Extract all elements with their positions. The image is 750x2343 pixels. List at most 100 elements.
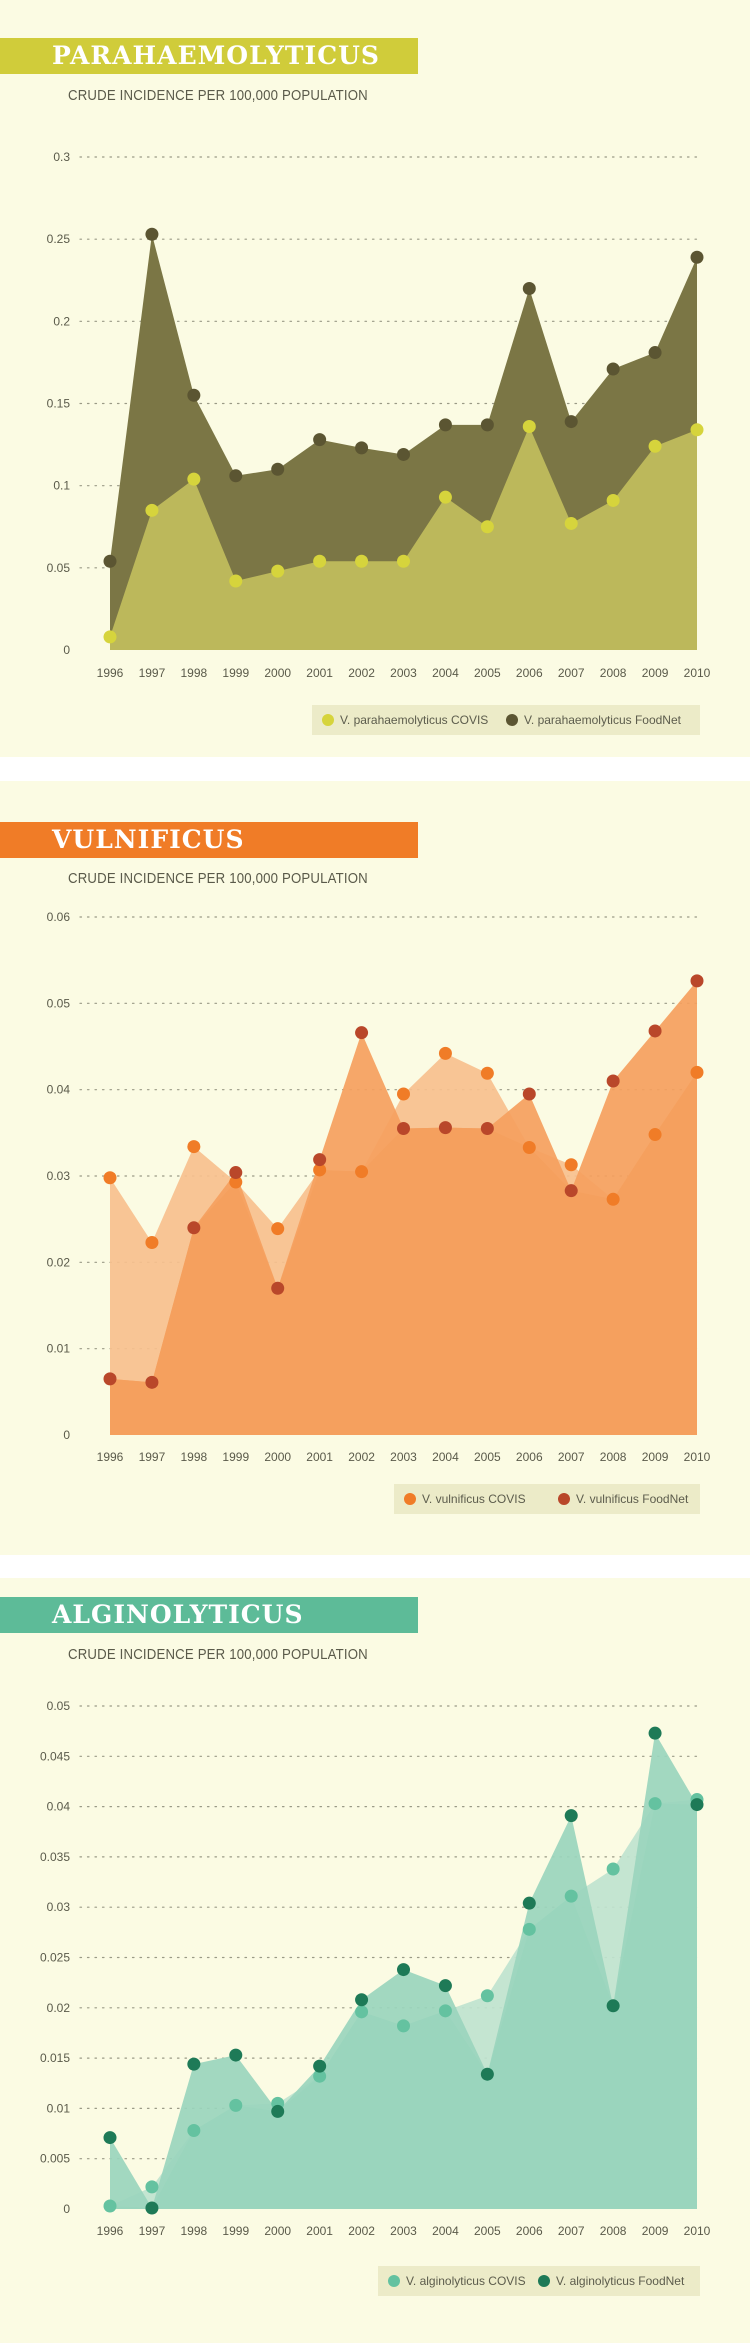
data-point-foodnet (648, 1726, 662, 1740)
chart-subtitle: CRUDE INCIDENCE PER 100,000 POPULATION (68, 1646, 368, 1663)
data-point-covis (438, 1046, 452, 1060)
data-point-foodnet (397, 447, 410, 461)
legend-item-foodnet: V. alginolyticus FoodNet (538, 2274, 684, 2288)
data-point-foodnet (606, 1074, 620, 1088)
legend-dot-icon (388, 2274, 400, 2287)
data-point-covis (313, 2069, 327, 2083)
legend: V. parahaemolyticus COVIS V. parahaemoly… (312, 705, 700, 735)
data-point-foodnet (229, 2048, 243, 2062)
x-tick-label: 2001 (306, 666, 333, 680)
y-tick-label: 0.05 (47, 561, 71, 575)
data-point-covis (606, 1192, 620, 1206)
chart-title: VULNIFICUS (52, 825, 245, 854)
chart-parahaemolyticus: 0 0.05 0.1 0.15 0.2 0.25 0.3 1996 1997 1998 1999 20… (47, 150, 711, 680)
data-point-foodnet (564, 1809, 578, 1823)
data-point-foodnet (397, 1963, 410, 1977)
data-point-covis (229, 574, 243, 588)
x-tick-label: 2006 (516, 1450, 543, 1464)
legend-label: V. alginolyticus COVIS (406, 2274, 526, 2288)
chart-title: PARAHAEMOLYTICUS (52, 41, 380, 70)
x-tick-label: 1997 (139, 1450, 166, 1464)
data-point-foodnet (103, 1372, 117, 1386)
y-tick-label: 0 (63, 643, 70, 657)
data-point-foodnet (187, 2057, 201, 2071)
data-point-foodnet (648, 1024, 662, 1038)
y-tick-label: 0.015 (40, 2051, 70, 2065)
data-point-covis (271, 564, 285, 578)
legend-dot-icon (558, 1492, 570, 1505)
data-point-foodnet (564, 415, 578, 429)
data-point-covis (438, 490, 452, 504)
data-point-foodnet (103, 554, 117, 568)
data-point-foodnet (648, 346, 662, 360)
data-point-covis (606, 493, 620, 507)
x-tick-label: 1998 (181, 1450, 208, 1464)
x-tick-label: 2009 (642, 2224, 669, 2238)
legend-label: V. vulnificus FoodNet (576, 1492, 689, 1506)
x-tick-label: 1996 (97, 1450, 124, 1464)
data-point-covis (313, 554, 327, 568)
x-tick-label: 2000 (264, 666, 291, 680)
x-tick-label: 1998 (181, 666, 208, 680)
data-point-covis (355, 1165, 369, 1179)
y-tick-label: 0.15 (47, 397, 71, 411)
legend-item-covis: V. alginolyticus COVIS (388, 2274, 526, 2288)
data-point-covis (606, 1862, 620, 1876)
data-point-foodnet (355, 1993, 369, 2007)
title-banner: VULNIFICUS (0, 822, 418, 858)
y-tick-label: 0.035 (40, 1850, 70, 1864)
data-point-foodnet (690, 974, 704, 988)
y-tick-label: 0.1 (53, 479, 70, 493)
y-tick-label: 0.03 (47, 1900, 71, 1914)
x-tick-label: 2007 (558, 1450, 585, 1464)
data-point-foodnet (187, 388, 201, 402)
data-point-foodnet (522, 1896, 536, 1910)
data-point-foodnet (313, 433, 327, 447)
x-tick-label: 1996 (97, 666, 124, 680)
x-tick-label: 2010 (684, 1450, 711, 1464)
data-point-foodnet (606, 1999, 620, 2013)
legend-item-covis: V. parahaemolyticus COVIS (322, 713, 488, 727)
y-tick-label: 0.04 (47, 1083, 71, 1097)
data-point-covis (564, 516, 578, 530)
panel-parahaemolyticus: PARAHAEMOLYTICUS CRUDE INCIDENCE PER 100… (0, 0, 750, 757)
x-tick-label: 2005 (474, 1450, 501, 1464)
data-point-foodnet (690, 1798, 704, 1812)
x-tick-label: 2009 (642, 1450, 669, 1464)
y-tick-label: 0.05 (47, 996, 71, 1010)
x-tick-label: 2007 (558, 666, 585, 680)
data-point-covis (648, 439, 662, 453)
x-tick-label: 2008 (600, 666, 627, 680)
data-point-foodnet (606, 362, 620, 376)
data-point-foodnet (690, 250, 704, 264)
data-point-foodnet (564, 1184, 578, 1198)
data-point-covis (313, 1163, 327, 1177)
data-point-covis (103, 630, 117, 644)
chart-subtitle: CRUDE INCIDENCE PER 100,000 POPULATION (68, 87, 368, 104)
y-tick-label: 0.01 (47, 2101, 71, 2115)
legend-dot-icon (506, 713, 518, 726)
panel-vulnificus: VULNIFICUS CRUDE INCIDENCE PER 100,000 P… (0, 781, 750, 1555)
x-tick-label: 1999 (222, 1450, 249, 1464)
data-point-covis (103, 1171, 117, 1185)
x-tick-label: 2001 (306, 1450, 333, 1464)
y-tick-label: 0.3 (53, 150, 70, 164)
data-point-covis (480, 520, 494, 534)
x-tick-label: 2006 (516, 666, 543, 680)
legend-label: V. parahaemolyticus COVIS (340, 713, 489, 727)
x-tick-label: 2003 (390, 1450, 417, 1464)
x-tick-label: 2004 (432, 2224, 459, 2238)
data-point-foodnet (355, 1026, 369, 1040)
x-tick-label: 2002 (348, 2224, 375, 2238)
x-tick-label: 2010 (684, 2224, 711, 2238)
data-point-covis (397, 1087, 410, 1101)
x-tick-label: 2005 (474, 2224, 501, 2238)
data-point-covis (564, 1889, 578, 1903)
x-tick-label: 2000 (264, 2224, 291, 2238)
y-tick-label: 0.04 (47, 1800, 71, 1814)
data-point-covis (480, 1989, 494, 2003)
x-tick-label: 1999 (222, 666, 249, 680)
data-point-covis (187, 1140, 201, 1154)
x-tick-label: 2003 (390, 666, 417, 680)
legend-label: V. alginolyticus FoodNet (556, 2274, 685, 2288)
